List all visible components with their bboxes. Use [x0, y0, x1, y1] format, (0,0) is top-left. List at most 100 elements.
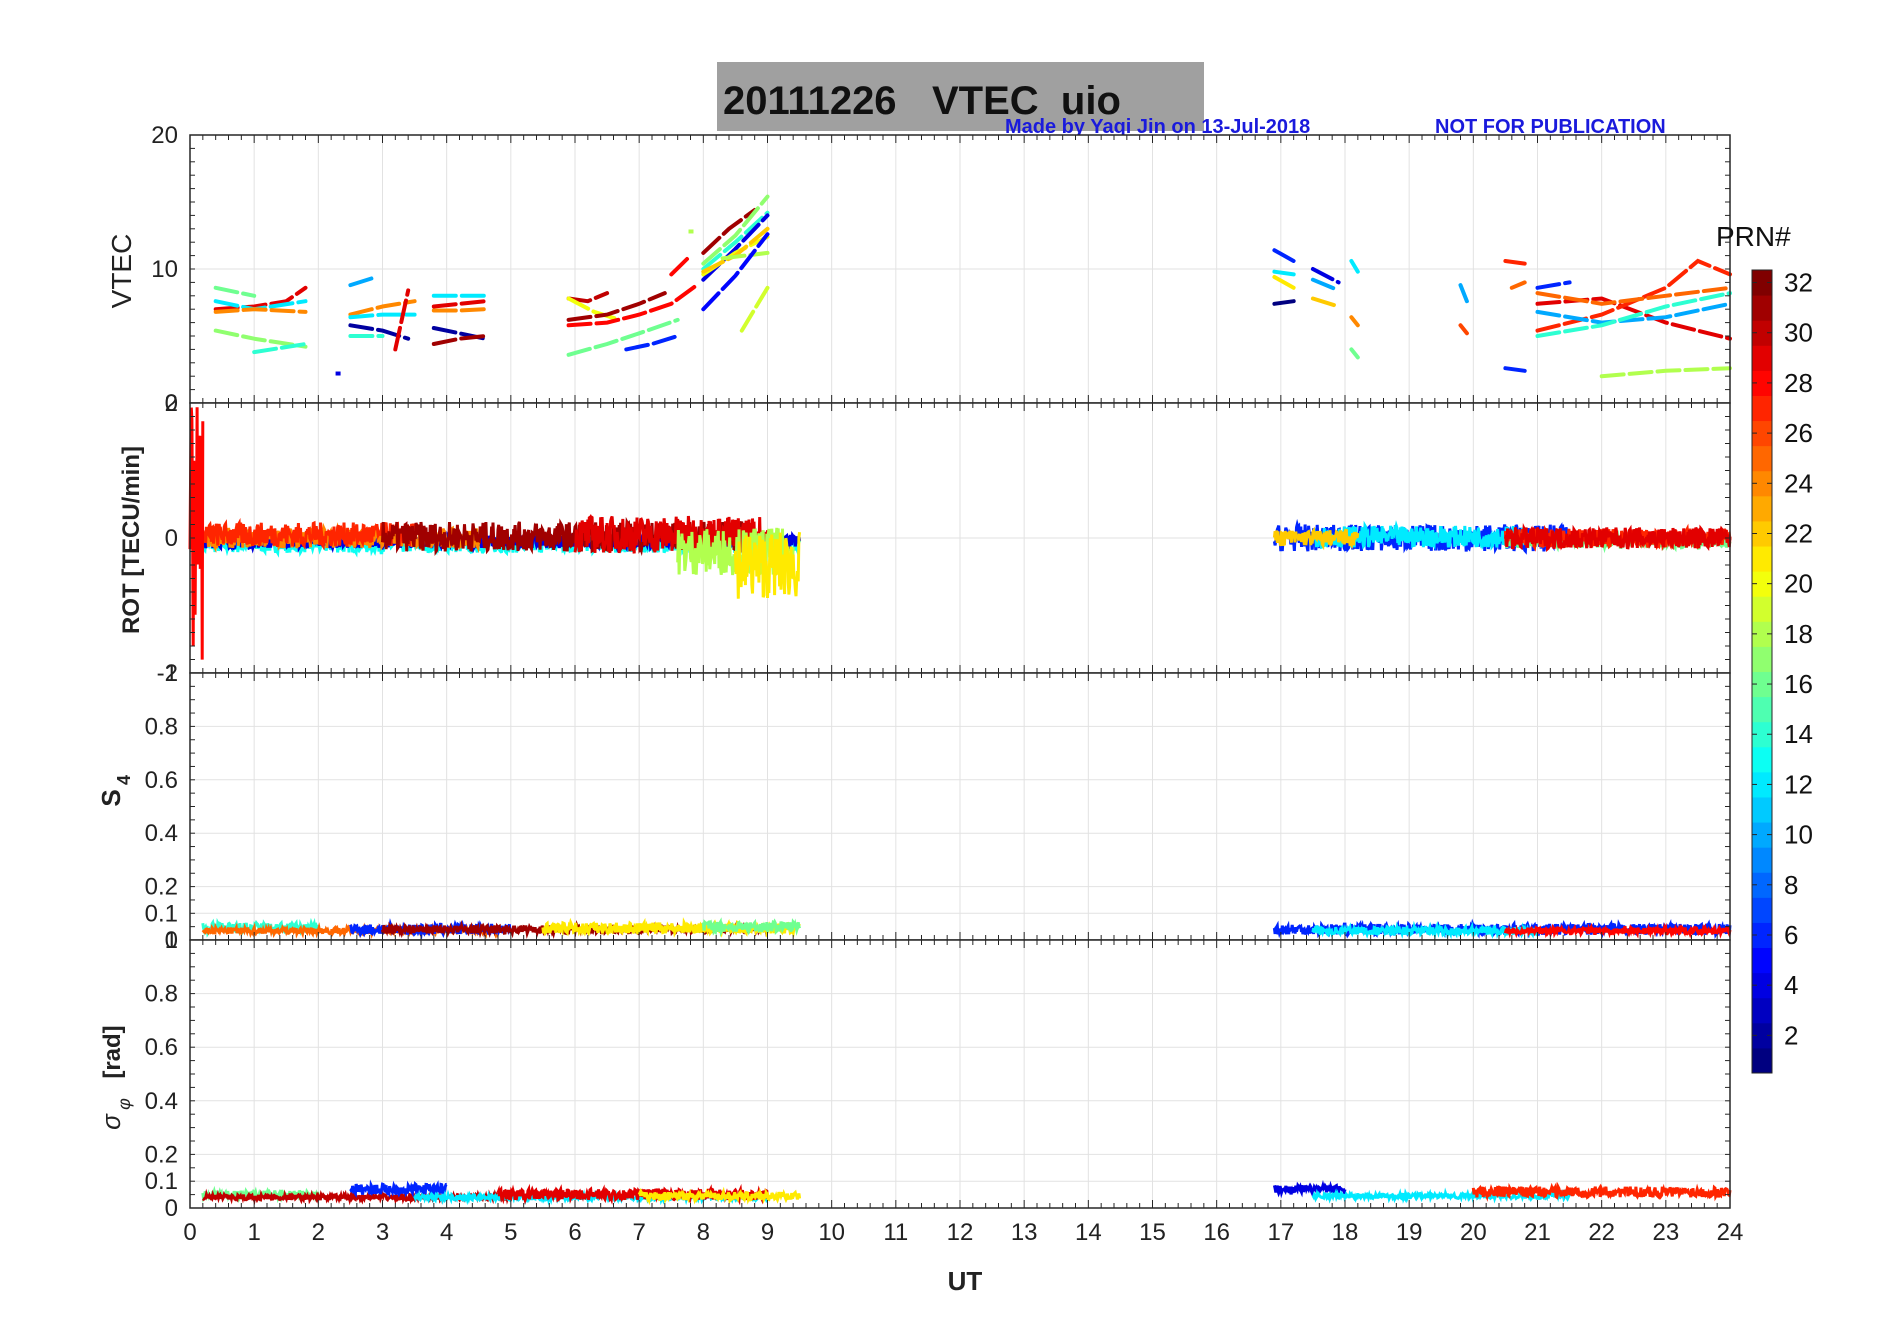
- colorbar-bin: [1752, 822, 1772, 848]
- vtec-ytick-label: 10: [151, 256, 178, 283]
- colorbar-bin: [1752, 796, 1772, 823]
- colorbar-bin: [1752, 621, 1772, 647]
- x-tick-label: 2: [312, 1219, 325, 1246]
- sigma-ytick-label: 0.1: [145, 1168, 178, 1195]
- x-tick-label: 15: [1139, 1219, 1166, 1246]
- vtec-series-prn-25: [1509, 280, 1527, 290]
- vtec-series-prn-16: [566, 317, 680, 357]
- colorbar-bin: [1752, 872, 1772, 898]
- colorbar-bin: [1752, 746, 1772, 773]
- vtec-series-prn-22: [1310, 296, 1341, 309]
- vtec-series-prn-19: [739, 285, 770, 333]
- colorbar-bin: [1752, 470, 1772, 497]
- colorbar-tick-label: 4: [1784, 970, 1798, 1000]
- vtec-series-prn-4: [1310, 267, 1341, 285]
- vtec-series-prn-14: [701, 210, 770, 271]
- rot-series-prn-29: [573, 514, 769, 555]
- vtec-series-prn-31: [701, 208, 757, 255]
- sigma-ylabel-sub: φ: [114, 1098, 134, 1110]
- colorbar-tick-label: 16: [1784, 669, 1813, 699]
- x-axis-label: UT: [948, 1266, 983, 1296]
- vtec-series-prn-29: [1535, 296, 1732, 341]
- x-tick-label: 9: [761, 1219, 774, 1246]
- s4-series-prn-12: [1311, 920, 1539, 940]
- vtec-series-prn-28: [669, 253, 693, 277]
- sigma-data: [201, 1179, 1732, 1206]
- colorbar-bin: [1752, 1022, 1772, 1049]
- colorbar-bin: [1752, 847, 1772, 873]
- vtec-series-prn-27: [1503, 259, 1527, 266]
- colorbar-bin: [1752, 671, 1772, 698]
- x-tick-label: 17: [1267, 1219, 1294, 1246]
- vtec-series-prn-6: [624, 334, 680, 352]
- rot-ytick-label: -2: [157, 660, 178, 687]
- colorbar-bin: [1752, 972, 1772, 999]
- colorbar-tick-label: 28: [1784, 368, 1813, 398]
- s4-ylabel-main: S: [96, 789, 126, 806]
- notice-text: NOT FOR PUBLICATION: [1435, 116, 1666, 138]
- vtec-series-prn-31: [566, 291, 667, 322]
- s4-ytick-label: 0.8: [145, 713, 178, 740]
- vtec-series-prn-14: [1535, 291, 1732, 338]
- vtec-series-prn-14: [252, 342, 308, 355]
- x-tick-label: 19: [1396, 1219, 1423, 1246]
- colorbar-bin: [1752, 997, 1772, 1024]
- vtec-series-prn-30: [566, 291, 610, 304]
- vtec-series-prn-29: [393, 288, 411, 352]
- colorbar-bin: [1752, 420, 1772, 447]
- sigma-panel: 00.10.20.40.60.810 1 2 3 4 5 6 7 8 9 10 11 12 13 14 15 1…: [145, 927, 1744, 1246]
- rot-series-prn-12: [1312, 520, 1526, 551]
- x-tick-label: 8: [697, 1219, 710, 1246]
- colorbar-tick-label: 8: [1784, 870, 1798, 900]
- vtec-series-prn-20: [566, 296, 622, 322]
- colorbar-tick-label: 6: [1784, 920, 1798, 950]
- colorbar-bin: [1752, 771, 1772, 798]
- x-tick-label: 18: [1332, 1219, 1359, 1246]
- vtec-series-prn-10: [1458, 283, 1469, 304]
- colorbar-bin: [1752, 370, 1772, 396]
- sigma-ylabel-unit: [rad]: [99, 1025, 126, 1078]
- colorbar-tick-label: 24: [1784, 468, 1813, 498]
- sigma-ytick-label: 0.4: [145, 1088, 178, 1115]
- colorbar-tick-label: 18: [1784, 619, 1813, 649]
- colorbar-bin: [1752, 646, 1772, 672]
- colorbar-frame: [1751, 269, 1773, 1074]
- x-tick-label: 20: [1460, 1219, 1487, 1246]
- x-tick-label: 13: [1011, 1219, 1038, 1246]
- colorbar-bin: [1752, 395, 1772, 422]
- x-tick-label: 14: [1075, 1219, 1102, 1246]
- colorbar-tick-label: 12: [1784, 769, 1813, 799]
- s4-ytick-label: 0.2: [145, 874, 178, 901]
- vtec-series-prn-6: [1535, 280, 1572, 290]
- s4-series-prn-28: [1503, 922, 1732, 939]
- rot-panel: -202: [157, 390, 1732, 687]
- rot-series-prn-21: [733, 531, 802, 599]
- vtec-series-prn-29: [213, 285, 308, 312]
- colorbar-bin: [1752, 1047, 1772, 1074]
- rot-ytick-label: 2: [165, 390, 178, 417]
- x-tick-label: 0: [183, 1219, 196, 1246]
- sigma-ytick-label: 0.8: [145, 981, 178, 1008]
- colorbar-tick-label: 26: [1784, 418, 1813, 448]
- colorbar-bin: [1752, 696, 1772, 723]
- x-tick-label: 11: [883, 1219, 908, 1246]
- colorbar-bin: [1752, 345, 1772, 371]
- sigma-ytick-label: 0.2: [145, 1141, 178, 1168]
- vtec-series-prn-10: [1535, 301, 1732, 325]
- vtec-series-prn-24: [213, 307, 308, 314]
- rot-series-prn-29: [1503, 522, 1732, 552]
- x-tick-label: 12: [947, 1219, 974, 1246]
- x-tick-label: 1: [247, 1219, 260, 1246]
- vtec-series-prn-12: [348, 312, 417, 320]
- vtec-series-prn-26: [1458, 323, 1469, 336]
- colorbar-label: PRN#: [1716, 221, 1791, 252]
- sigma-series-prn-27: [1471, 1181, 1732, 1202]
- sigma-ylabel: σ φ [rad]: [96, 1025, 134, 1130]
- colorbar-bin: [1752, 295, 1772, 321]
- x-tick-label: 6: [568, 1219, 581, 1246]
- vtec-point: [335, 371, 341, 376]
- sigma-ytick-label: 0: [165, 1195, 178, 1222]
- colorbar-tick-label: 20: [1784, 569, 1813, 599]
- vtec-series-prn-16: [1349, 347, 1360, 360]
